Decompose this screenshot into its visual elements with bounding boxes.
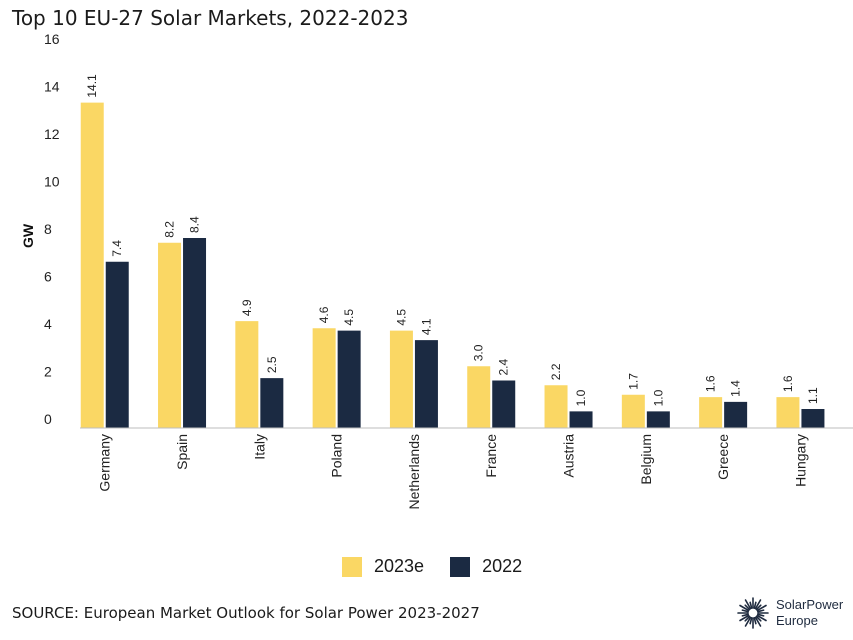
data-label: 4.5 [394, 309, 408, 326]
data-label: 3.0 [472, 344, 486, 361]
x-tick-label: Spain [174, 434, 190, 470]
bar-2023e-france [467, 366, 491, 428]
legend-item-2022: 2022 [450, 556, 522, 577]
x-tick-label: Netherlands [406, 434, 422, 510]
legend-swatch-2023e [342, 556, 362, 577]
x-tick-label: France [483, 434, 499, 478]
y-tick-label: 8 [44, 221, 52, 237]
x-tick-label: Hungary [792, 434, 808, 487]
bar-2022-france [492, 380, 516, 428]
bar-2023e-belgium [621, 394, 645, 428]
x-tick-label: Austria [561, 434, 577, 478]
bar-2022-italy [260, 378, 284, 428]
y-axis-label: GW [20, 223, 36, 248]
logo-line-2: Europe [776, 613, 818, 628]
y-tick-label: 2 [44, 364, 52, 380]
legend: 2023e 2022 [342, 556, 548, 577]
chart-title: Top 10 EU-27 Solar Markets, 2022-2023 [12, 6, 409, 30]
data-label: 2.5 [265, 356, 279, 373]
logo-line-1: SolarPower [776, 597, 844, 612]
data-label: 1.0 [574, 389, 588, 406]
legend-swatch-2022 [450, 556, 471, 577]
y-axis: 0 2 4 6 8 10 12 14 16 [44, 31, 60, 427]
data-label: 4.6 [317, 306, 331, 323]
x-tick-label: Poland [329, 434, 345, 478]
data-label: 1.6 [781, 375, 795, 392]
data-label: 1.1 [806, 387, 820, 404]
y-tick-label: 10 [44, 174, 60, 190]
bar-2023e-poland [312, 328, 336, 428]
sunburst-icon [737, 597, 769, 629]
data-label: 1.7 [626, 373, 640, 390]
bar-2022-poland [337, 330, 361, 428]
data-label: 1.4 [729, 380, 743, 397]
data-label: 8.4 [188, 216, 202, 233]
data-label: 4.1 [419, 318, 433, 335]
data-label: 2.2 [549, 363, 563, 380]
x-tick-label: Italy [251, 434, 267, 460]
legend-label-2022: 2022 [482, 556, 523, 576]
bar-chart: 0 2 4 6 8 10 12 14 16 GW 14.1 7.4 8.2 8.4 4.9 2.5 4.6 4… [20, 31, 853, 510]
y-tick-label: 0 [44, 411, 52, 427]
bar-2022-greece [724, 401, 748, 428]
bar-2023e-austria [544, 385, 568, 428]
y-tick-label: 4 [44, 316, 52, 332]
bar-2022-hungary [801, 409, 825, 428]
bar-2022-belgium [646, 411, 670, 428]
bar-2023e-greece [699, 397, 723, 428]
source-note: SOURCE: European Market Outlook for Sola… [12, 604, 480, 622]
data-label: 2.4 [497, 358, 511, 375]
bar-2023e-spain [158, 242, 182, 428]
data-label: 8.2 [163, 221, 177, 238]
legend-item-2023e: 2023e [342, 556, 424, 577]
data-label: 1.6 [704, 375, 718, 392]
x-tick-label: Germany [97, 434, 113, 492]
x-tick-label: Belgium [638, 434, 654, 485]
bar-2022-spain [183, 238, 207, 428]
y-tick-label: 6 [44, 269, 52, 285]
bar-2023e-germany [80, 102, 104, 428]
solarpower-europe-logo: SolarPower Europe [736, 596, 843, 630]
bar-2022-netherlands [414, 340, 438, 428]
x-axis: Germany Spain Italy Poland Netherlands France… [80, 427, 853, 510]
bar-2022-austria [569, 411, 593, 428]
data-label: 4.5 [342, 309, 356, 326]
bar-2023e-netherlands [389, 330, 413, 428]
data-label: 14.1 [85, 74, 99, 98]
bar-2023e-hungary [776, 397, 800, 428]
bars: 14.1 7.4 8.2 8.4 4.9 2.5 4.6 4.5 4.5 4.1 3.0 2.4 2.2… [80, 74, 825, 428]
y-tick-label: 12 [44, 126, 60, 142]
bar-2022-germany [105, 261, 129, 428]
data-label: 7.4 [110, 240, 124, 257]
bar-2023e-italy [235, 321, 259, 428]
y-tick-label: 14 [44, 79, 60, 95]
legend-label-2023e: 2023e [374, 556, 425, 576]
x-tick-label: Greece [715, 434, 731, 480]
data-label: 1.0 [651, 389, 665, 406]
y-tick-label: 16 [44, 31, 60, 47]
data-label: 4.9 [240, 299, 254, 316]
